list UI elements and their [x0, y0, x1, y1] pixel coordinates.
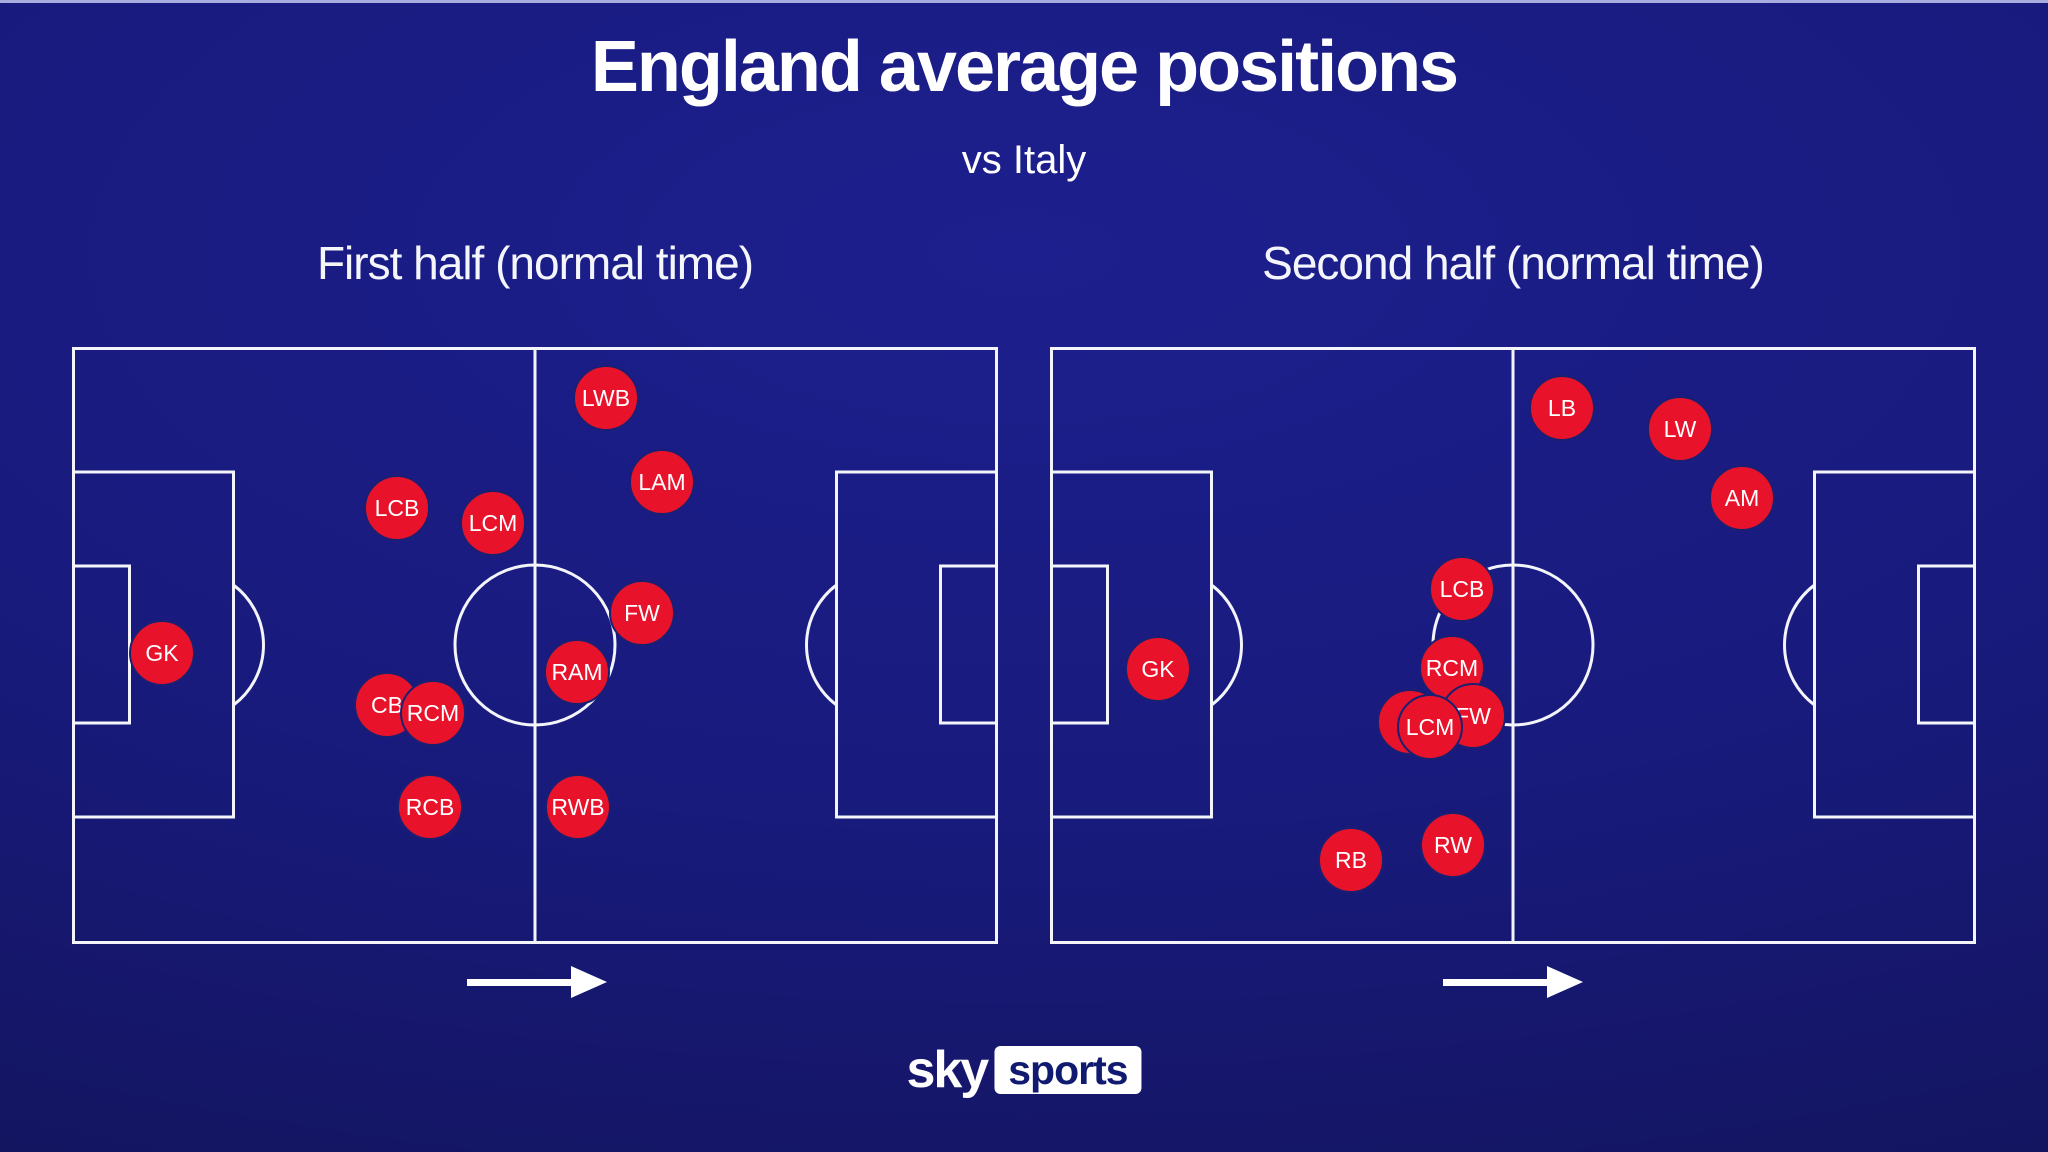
player-label: RB	[1335, 846, 1367, 873]
sports-logo-box: sports	[994, 1046, 1142, 1094]
six-yard-box-left	[1050, 564, 1109, 725]
player-label: FW	[624, 599, 660, 626]
pitch-svg	[72, 347, 998, 944]
penalty-arc-right	[1783, 583, 1816, 707]
player-marker-rcm: RCM	[400, 680, 466, 746]
player-label: RCM	[1425, 654, 1479, 681]
player-label: GK	[145, 639, 179, 666]
page-title: England average positions	[590, 27, 1459, 107]
page-subtitle: vs Italy	[961, 138, 1087, 182]
attack-direction-arrow-first-half	[467, 966, 607, 998]
penalty-area-right	[835, 470, 998, 819]
sky-sports-logo: sky sports	[906, 1041, 1142, 1099]
player-label: RCM	[406, 699, 460, 726]
arrow-shaft	[1443, 978, 1547, 986]
player-marker-rw: RW	[1420, 812, 1486, 878]
pitch-first-half: LWB LAM LCB LCM FW GK RAM CB RCM RCB RWB	[72, 347, 998, 944]
player-label: LCB	[1439, 575, 1485, 602]
penalty-area-right	[1813, 470, 1976, 819]
player-marker-gk: GK	[129, 620, 195, 686]
player-label: RCB	[405, 793, 455, 820]
player-marker-rb: RB	[1318, 827, 1384, 893]
player-label: LWB	[581, 384, 631, 411]
penalty-area-left	[1050, 470, 1213, 819]
player-label: LCM	[468, 509, 518, 536]
pitch-svg	[1050, 347, 1976, 944]
player-label: CB	[371, 691, 403, 718]
player-marker-lcm: LCM	[1397, 694, 1463, 760]
player-marker-lam: LAM	[629, 449, 695, 515]
arrow-shaft	[467, 978, 571, 986]
six-yard-box-right	[939, 564, 998, 725]
player-label: LW	[1663, 415, 1697, 442]
player-label: GK	[1141, 655, 1175, 682]
player-label: RW	[1434, 831, 1472, 858]
player-marker-gk: GK	[1125, 636, 1191, 702]
player-label: RAM	[551, 658, 603, 685]
penalty-arc-left	[232, 583, 265, 707]
sports-logo-text: sports	[1008, 1046, 1128, 1093]
attack-direction-arrow-second-half	[1443, 966, 1583, 998]
arrow-head-icon	[571, 966, 607, 998]
player-label: RWB	[551, 793, 605, 820]
player-marker-rcb: RCB	[397, 774, 463, 840]
player-marker-ram: RAM	[544, 639, 610, 705]
player-marker-lcb: LCB	[1429, 556, 1495, 622]
six-yard-box-right	[1917, 564, 1976, 725]
first-half-title: First half (normal time)	[316, 237, 754, 289]
player-marker-lw: LW	[1647, 396, 1713, 462]
top-edge-strip	[0, 0, 2048, 3]
player-label: LCB	[374, 494, 420, 521]
player-label: LB	[1547, 394, 1577, 421]
player-label: LCM	[1405, 713, 1455, 740]
penalty-arc-right	[805, 583, 838, 707]
player-marker-lcb: LCB	[364, 475, 430, 541]
second-half-title: Second half (normal time)	[1262, 237, 1765, 289]
player-marker-am: AM	[1709, 465, 1775, 531]
arrow-head-icon	[1547, 966, 1583, 998]
player-marker-rwb: RWB	[545, 774, 611, 840]
player-label: FW	[1455, 702, 1491, 729]
centre-circle	[453, 563, 617, 727]
player-marker-lb: LB	[1529, 375, 1595, 441]
player-label: AM	[1724, 484, 1760, 511]
player-marker-lwb: LWB	[573, 365, 639, 431]
pitch-second-half: LB LW AM GK LCB RCM FW LCM RW RB	[1050, 347, 1976, 944]
player-label: LAM	[638, 468, 686, 495]
six-yard-box-left	[72, 564, 131, 725]
penalty-arc-left	[1210, 583, 1243, 707]
player-marker-lcm: LCM	[460, 490, 526, 556]
sky-logo-text: sky	[906, 1041, 989, 1099]
player-marker-fw: FW	[609, 580, 675, 646]
